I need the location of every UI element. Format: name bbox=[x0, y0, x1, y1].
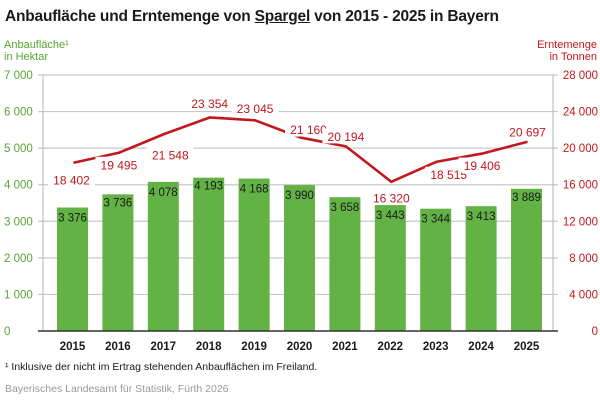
bar-2020 bbox=[284, 185, 315, 331]
left-axis-title-line2: in Hektar bbox=[4, 51, 49, 63]
left-tick-label: 0 bbox=[4, 326, 10, 338]
left-tick-label: 3 000 bbox=[4, 216, 33, 228]
line-value-label: 23 354 bbox=[191, 97, 228, 111]
left-tick-label: 5 000 bbox=[4, 143, 33, 155]
x-tick-label: 2020 bbox=[287, 341, 313, 353]
right-axis-title-line1: Erntemenge bbox=[537, 39, 597, 51]
x-tick-label: 2017 bbox=[151, 341, 177, 353]
bar-2017 bbox=[147, 181, 179, 331]
line-value-label: 18 515 bbox=[430, 168, 467, 182]
line-value-label: 20 194 bbox=[328, 130, 365, 144]
bar-2022 bbox=[374, 205, 406, 331]
right-tick-label: 0 bbox=[592, 326, 598, 338]
x-tick-label: 2024 bbox=[468, 341, 494, 353]
line-erntemenge bbox=[73, 116, 528, 184]
bar-value-label: 3 443 bbox=[376, 210, 405, 222]
line-value-label: 21 160 bbox=[290, 123, 327, 137]
right-tick-label: 12 000 bbox=[563, 216, 598, 228]
bar-value-label: 3 658 bbox=[331, 202, 360, 214]
line-label-bg bbox=[231, 100, 279, 116]
bar-2019 bbox=[238, 178, 270, 331]
line-value-label: 20 697 bbox=[509, 125, 546, 139]
line-value-label: 21 548 bbox=[152, 148, 189, 162]
bar-2023 bbox=[420, 208, 452, 331]
line-value-label: 19 406 bbox=[464, 159, 501, 173]
bar-2015 bbox=[57, 207, 88, 331]
x-tick-label: 2019 bbox=[241, 341, 267, 353]
x-tick-label: 2023 bbox=[423, 341, 449, 353]
x-tick-label: 2015 bbox=[60, 341, 86, 353]
right-tick-label: 24 000 bbox=[563, 107, 598, 119]
right-tick-label: 20 000 bbox=[563, 143, 598, 155]
line-label-bg bbox=[146, 146, 194, 162]
x-tick-label: 2018 bbox=[196, 341, 222, 353]
right-tick-label: 8 000 bbox=[569, 253, 598, 265]
source-note: Bayerisches Landesamt für Statistik, Für… bbox=[5, 383, 229, 395]
left-axis-title: Anbaufläche¹ in Hektar bbox=[4, 39, 69, 63]
line-label-bg bbox=[186, 95, 234, 111]
bar-2021 bbox=[329, 197, 361, 331]
bar-2024 bbox=[465, 206, 497, 331]
bar-value-label: 3 376 bbox=[58, 213, 87, 225]
line-label-bg bbox=[95, 156, 143, 172]
x-tick-label: 2021 bbox=[332, 341, 358, 353]
footnote: ¹ Inklusive der nicht im Ertrag stehende… bbox=[5, 361, 318, 373]
left-tick-label: 2 000 bbox=[4, 253, 33, 265]
line-label-bg bbox=[48, 171, 95, 187]
bar-value-label: 4 168 bbox=[240, 184, 269, 196]
x-tick-label: 2022 bbox=[378, 341, 404, 353]
left-tick-label: 1 000 bbox=[4, 289, 33, 301]
bar-2016 bbox=[102, 194, 134, 331]
line-label-bg bbox=[504, 123, 551, 139]
left-tick-label: 4 000 bbox=[4, 180, 33, 192]
x-tick-label: 2025 bbox=[514, 341, 540, 353]
bar-2025 bbox=[511, 188, 542, 331]
bar-value-label: 3 990 bbox=[285, 190, 314, 202]
chart-title: Anbaufläche und Erntemenge von Spargel v… bbox=[5, 8, 499, 26]
bar-value-label: 3 344 bbox=[421, 214, 450, 226]
right-tick-label: 4 000 bbox=[569, 289, 598, 301]
right-axis-title-line2: in Tonnen bbox=[549, 51, 597, 63]
line-value-label: 18 402 bbox=[53, 173, 90, 187]
bar-value-label: 3 413 bbox=[467, 211, 496, 223]
right-tick-label: 16 000 bbox=[563, 180, 598, 192]
bar-value-label: 3 736 bbox=[104, 197, 133, 209]
bar-value-label: 4 078 bbox=[149, 187, 178, 199]
bar-value-label: 3 889 bbox=[512, 192, 541, 204]
line-label-bg bbox=[367, 189, 415, 205]
line-value-label: 16 320 bbox=[373, 191, 410, 205]
left-tick-label: 6 000 bbox=[4, 107, 33, 119]
line-value-label: 19 495 bbox=[101, 158, 138, 172]
right-tick-label: 28 000 bbox=[563, 70, 598, 82]
line-label-bg bbox=[285, 121, 332, 137]
line-label-bg bbox=[458, 157, 506, 173]
x-tick-label: 2016 bbox=[105, 341, 131, 353]
bar-value-label: 4 193 bbox=[194, 181, 223, 193]
bar-2018 bbox=[193, 177, 225, 331]
title-keyword: Spargel bbox=[254, 8, 311, 25]
left-tick-label: 7 000 bbox=[4, 70, 33, 82]
line-label-bg bbox=[322, 128, 370, 144]
title-part: Anbaufläche und Erntemenge von bbox=[5, 8, 255, 25]
line-value-label: 23 045 bbox=[237, 102, 274, 116]
left-axis-title-line1: Anbaufläche¹ bbox=[4, 39, 69, 51]
right-axis-title: Erntemenge in Tonnen bbox=[537, 39, 597, 63]
title-part: von 2015 - 2025 in Bayern bbox=[310, 8, 499, 25]
